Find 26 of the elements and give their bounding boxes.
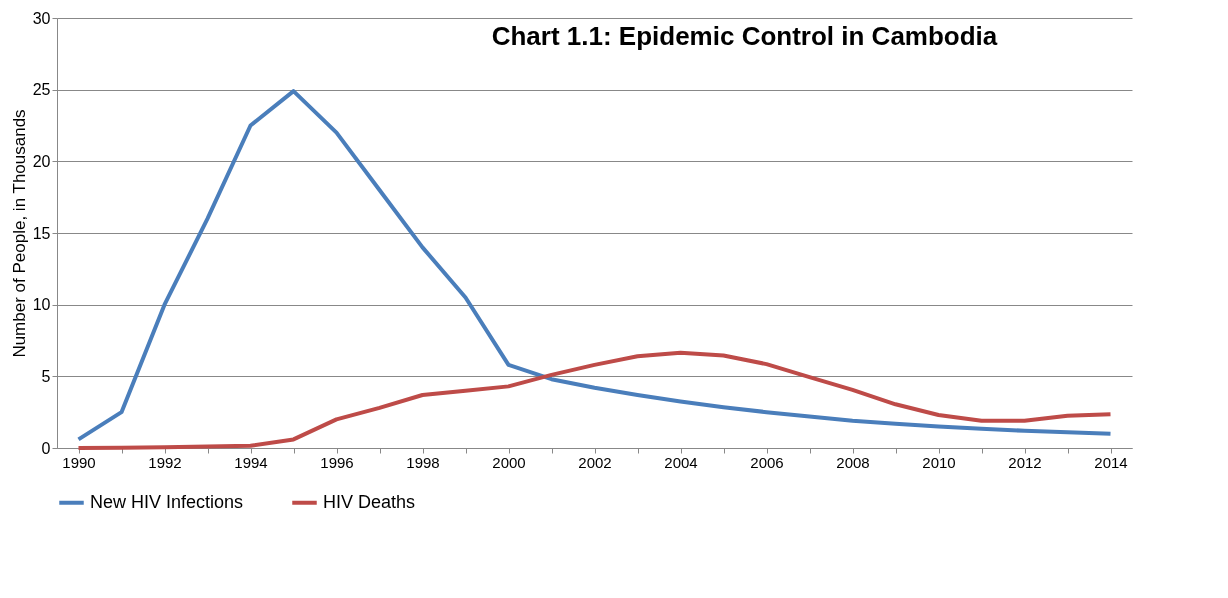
y-tick-label: 20 [32,152,51,170]
y-tick-label: 15 [32,224,51,242]
y-tick-label: 0 [41,439,51,457]
x-tick-label: 1994 [234,453,268,471]
legend-label: HIV Deaths [323,491,416,512]
x-tick-label: 2006 [750,453,784,471]
x-tick-label: 1996 [320,453,354,471]
y-tick-label: 10 [32,296,51,314]
x-tick-label: 2000 [492,453,526,471]
x-tick-label: 1998 [406,453,440,471]
line-series [76,89,1113,442]
x-tick-label: 2002 [578,453,612,471]
chart-title: Chart 1.1: Epidemic Control in Cambodia [491,21,998,51]
x-tick-label: 2012 [1008,453,1042,471]
x-tick-label: 2008 [836,453,870,471]
y-tick-label: 25 [32,81,51,99]
y-tick-label: 5 [41,367,51,385]
y-axis-title: Number of People, in Thousands [9,109,29,358]
x-tick-label: 1990 [62,453,96,471]
x-tick-label: 2004 [664,453,698,471]
y-tick-label: 30 [32,9,51,27]
legend-label: New HIV Infections [90,491,244,512]
x-tick-label: 2014 [1094,453,1128,471]
x-tick-label: 1992 [148,453,182,471]
line-series [76,350,1113,450]
x-tick-label: 2010 [922,453,956,471]
